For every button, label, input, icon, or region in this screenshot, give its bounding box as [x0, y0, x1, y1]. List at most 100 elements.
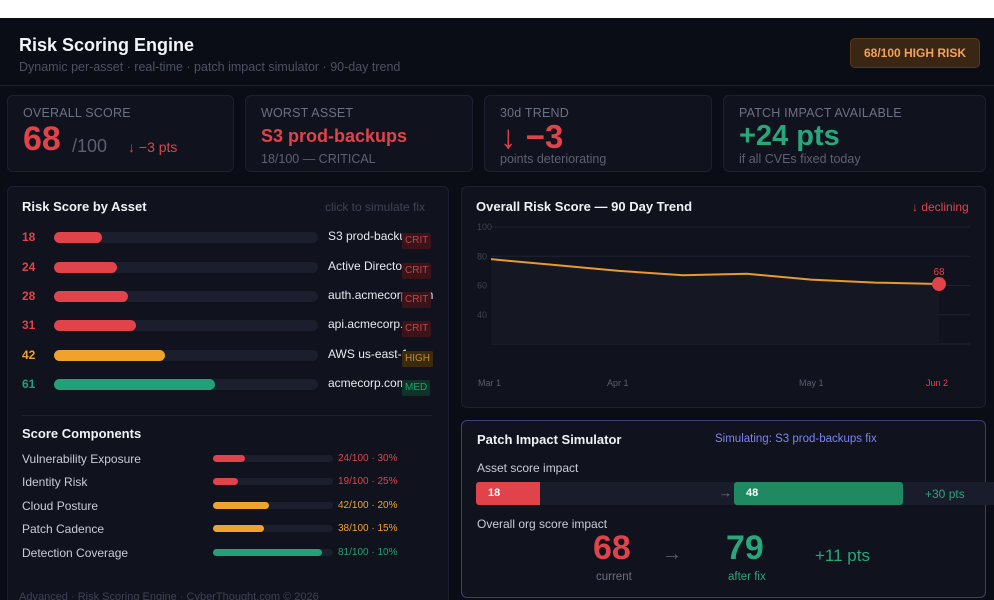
y-tick-label: 100 [477, 222, 492, 232]
component-label: Detection Coverage [22, 546, 129, 560]
component-fill [213, 502, 270, 509]
asset-score: 18 [22, 230, 36, 244]
component-row: Detection Coverage 81/100 · 10% [8, 543, 448, 563]
trend-chart: 40 60 80 100 68 Mar 1 Apr 1 May 1 Jun 2 [477, 222, 970, 388]
overall-score-suffix: /100 [72, 136, 108, 156]
asset-score-bar [54, 379, 318, 390]
asset-score-fill [54, 320, 136, 331]
asset-score: 42 [22, 348, 36, 362]
simulator-title: Patch Impact Simulator [477, 432, 622, 447]
impact-arrow-icon: → [719, 485, 732, 500]
component-bar [213, 549, 333, 556]
trend-line [490, 258, 940, 286]
worst-asset-label: WORST ASSET [261, 106, 354, 120]
component-bar [213, 525, 333, 532]
page-subtitle: Dynamic per-asset · real-time · patch im… [19, 60, 401, 74]
asset-score-after: 48 [734, 482, 903, 505]
component-fill [213, 478, 239, 485]
asset-score-bar [54, 262, 318, 273]
asset-score-fill [54, 232, 102, 243]
asset-row[interactable]: 42 AWS us-east-1 HIGH [8, 345, 448, 367]
asset-score-delta: +30 pts [925, 487, 965, 501]
app-window: Risk Scoring Engine Dynamic per-asset · … [0, 18, 994, 600]
asset-name: Active Directory [328, 259, 413, 273]
org-score-current: 68 [593, 529, 631, 567]
footer-text: Advanced · Risk Scoring Engine · CyberTh… [19, 591, 319, 600]
trend-status: ↓ declining [912, 200, 969, 214]
component-row: Cloud Posture 42/100 · 20% [8, 496, 448, 516]
trend-chart-panel: Overall Risk Score — 90 Day Trend ↓ decl… [461, 186, 986, 408]
component-fill [213, 525, 264, 532]
component-bar [213, 455, 333, 462]
asset-severity-badge: HIGH [402, 351, 433, 367]
asset-score-fill [54, 262, 118, 273]
overall-score-card: OVERALL SCORE 68 /100 ↓ −3 pts [7, 95, 234, 172]
asset-row[interactable]: 61 acmecorp.com MED [8, 374, 448, 396]
component-value: 38/100 · 15% [338, 523, 398, 534]
org-score-after-caption: after fix [728, 571, 766, 583]
patch-impact-sub: if all CVEs fixed today [739, 152, 861, 166]
component-bar [213, 478, 333, 485]
trend-end-point [932, 277, 946, 292]
component-value: 19/100 · 25% [338, 476, 398, 487]
trend-area [491, 259, 939, 344]
page-header: Risk Scoring Engine Dynamic per-asset · … [0, 18, 994, 86]
component-label: Patch Cadence [22, 522, 105, 536]
trend-end-label: 68 [933, 267, 945, 278]
asset-severity-badge: MED [402, 380, 431, 396]
asset-score-bar [54, 232, 318, 243]
asset-row[interactable]: 24 Active Directory CRIT [8, 257, 448, 279]
y-tick-label: 60 [477, 281, 487, 291]
worst-asset-card: WORST ASSET S3 prod-backups 18/100 — CRI… [245, 95, 473, 172]
x-tick-label: Mar 1 [478, 378, 501, 388]
asset-row[interactable]: 18 S3 prod-backups CRIT [8, 227, 448, 249]
asset-risk-panel: Risk Score by Asset click to simulate fi… [7, 186, 449, 600]
simulate-hint: click to simulate fix [325, 200, 426, 214]
component-value: 42/100 · 20% [338, 500, 398, 511]
asset-severity-badge: CRIT [402, 321, 432, 337]
asset-row[interactable]: 28 auth.acmecorp.com CRIT [8, 286, 448, 308]
asset-name: AWS us-east-1 [328, 347, 409, 361]
trend-stat-label: 30d TREND [500, 106, 569, 120]
org-arrow-icon: → [662, 543, 682, 565]
components-title: Score Components [22, 426, 142, 441]
page-title: Risk Scoring Engine [19, 35, 195, 55]
risk-status-badge: 68/100 HIGH RISK [850, 38, 980, 68]
x-tick-label: Apr 1 [607, 378, 629, 388]
asset-name: api.acmecorp.com [328, 317, 427, 331]
trend-stat-card: 30d TREND ↓ −3 points deteriorating [484, 95, 712, 172]
asset-score-bar [54, 291, 318, 302]
component-row: Vulnerability Exposure 24/100 · 30% [8, 449, 448, 469]
component-label: Vulnerability Exposure [22, 452, 141, 466]
component-value: 24/100 · 30% [338, 453, 398, 464]
component-value: 81/100 · 10% [338, 547, 398, 558]
asset-score-bar [54, 320, 318, 331]
asset-row[interactable]: 31 api.acmecorp.com CRIT [8, 315, 448, 337]
asset-severity-badge: CRIT [402, 263, 432, 279]
overall-score-delta: ↓ −3 pts [128, 139, 178, 155]
component-label: Identity Risk [22, 475, 88, 489]
component-fill [213, 455, 246, 462]
asset-score-fill [54, 379, 216, 390]
worst-asset-value: S3 prod-backups [261, 126, 408, 146]
asset-score: 61 [22, 377, 36, 391]
panel-divider [22, 415, 432, 416]
asset-score-before: 18 [476, 482, 540, 505]
org-score-current-caption: current [596, 571, 632, 583]
component-row: Patch Cadence 38/100 · 15% [8, 519, 448, 539]
patch-impact-card: PATCH IMPACT AVAILABLE +24 pts if all CV… [723, 95, 986, 172]
trend-stat-sub: points deteriorating [500, 152, 607, 166]
asset-score-fill [54, 291, 128, 302]
overall-score-value: 68 [23, 120, 61, 158]
trend-chart-title: Overall Risk Score — 90 Day Trend [476, 199, 693, 214]
component-fill [213, 549, 322, 556]
simulator-target: Simulating: S3 prod-backups fix [715, 433, 877, 445]
asset-score: 31 [22, 318, 36, 332]
asset-impact-label: Asset score impact [477, 461, 579, 475]
patch-simulator-panel: Patch Impact Simulator Simulating: S3 pr… [461, 420, 994, 598]
trend-stat-value: ↓ −3 [500, 118, 564, 155]
org-score-after: 79 [726, 529, 764, 567]
asset-name: S3 prod-backups [328, 229, 419, 243]
component-row: Identity Risk 19/100 · 25% [8, 472, 448, 492]
x-tick-label: May 1 [799, 378, 824, 388]
